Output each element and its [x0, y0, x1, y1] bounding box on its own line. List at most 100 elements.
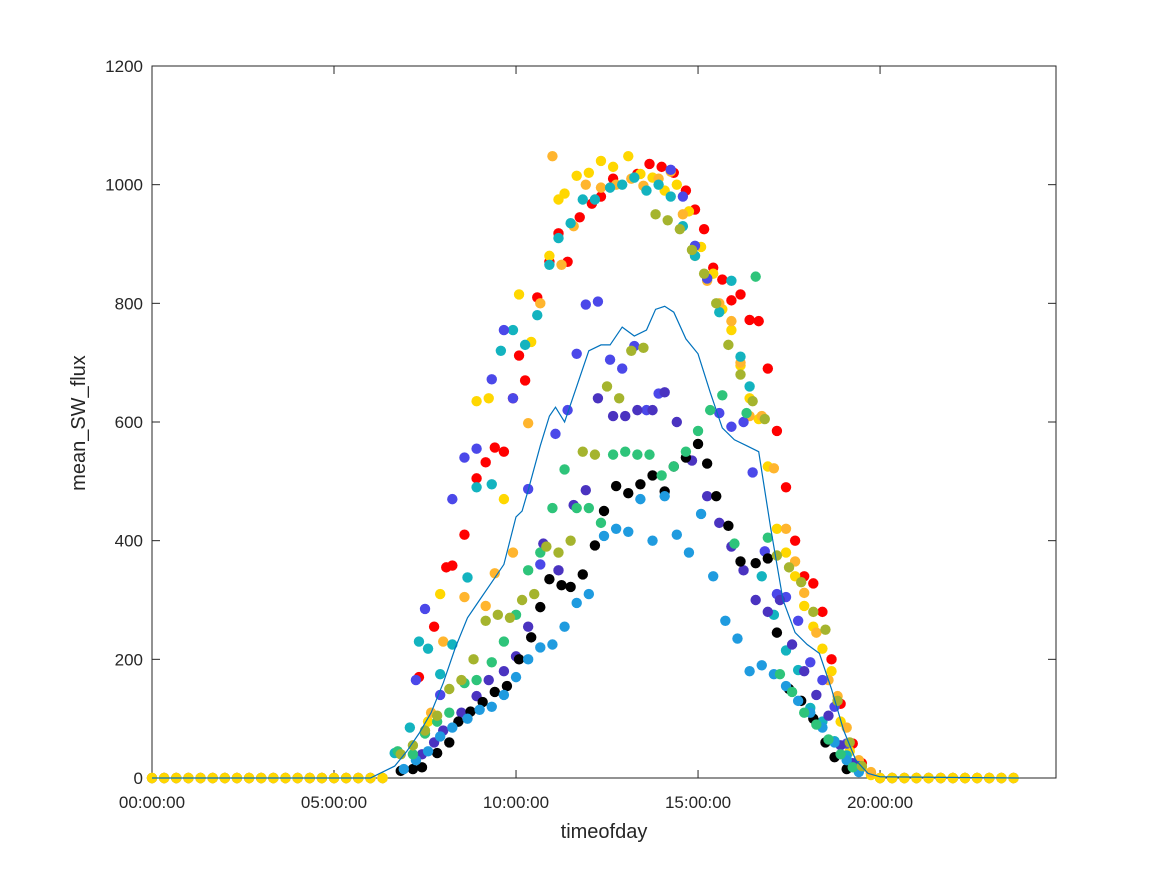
data-point-series-7	[635, 479, 646, 490]
data-point-series-5	[726, 421, 737, 432]
data-point-series-6	[799, 666, 810, 677]
data-point-series-6	[750, 594, 761, 606]
data-point-series-10	[529, 588, 540, 600]
data-point-series-9	[847, 762, 858, 773]
axes-box	[151, 65, 1057, 779]
data-point-series-9	[692, 425, 704, 437]
data-point-series-7	[771, 627, 783, 638]
data-point-series-8	[462, 713, 473, 724]
data-point-series-2	[817, 643, 828, 654]
data-point-series-6	[498, 666, 510, 677]
data-point-series-3	[438, 636, 449, 647]
data-point-series-1	[489, 442, 500, 453]
data-point-series-1	[789, 535, 801, 546]
data-point-series-1	[735, 289, 746, 300]
data-point-series-3	[595, 182, 607, 193]
data-point-series-10	[711, 298, 722, 309]
data-point-series-4	[577, 194, 588, 205]
y-tick-label: 200	[115, 650, 143, 669]
y-axis-label: mean_SW_flux	[68, 355, 90, 491]
data-point-series-4	[462, 572, 473, 583]
data-point-series-1	[762, 363, 774, 374]
data-point-series-8	[720, 615, 731, 626]
data-point-series-8	[610, 523, 622, 534]
data-point-series-1	[428, 621, 440, 632]
data-point-series-9	[620, 446, 631, 457]
data-point-series-4	[404, 722, 416, 733]
data-point-series-9	[656, 470, 667, 481]
data-point-series-6	[592, 393, 604, 404]
data-point-series-8	[671, 529, 683, 540]
data-point-series-6	[762, 606, 774, 618]
data-point-series-8	[583, 588, 595, 600]
data-point-series-10	[674, 223, 686, 235]
data-point-series-7	[598, 505, 610, 517]
data-point-series-10	[444, 683, 455, 695]
data-point-series-7	[565, 581, 576, 593]
data-point-series-2	[771, 523, 783, 534]
data-point-series-8	[559, 621, 570, 632]
y-tick-label: 0	[134, 769, 143, 788]
plot-area: 0 200 400 600 800 1000 1200 00:00:00 05:00:00 10:…	[105, 57, 1057, 812]
data-point-series-9	[571, 502, 582, 514]
data-point-series-6	[659, 387, 670, 398]
data-point-series-4	[629, 172, 640, 183]
baseline-point	[874, 772, 886, 784]
data-point-series-3	[799, 587, 810, 599]
x-tick-label: 00:00:00	[119, 793, 185, 812]
data-point-series-10	[638, 342, 649, 354]
data-point-series-7	[577, 569, 588, 580]
data-point-series-9	[811, 719, 822, 730]
data-point-series-9	[486, 657, 497, 668]
data-point-series-5	[550, 428, 561, 440]
data-point-series-9	[583, 502, 595, 514]
data-point-series-5	[604, 354, 616, 365]
data-point-series-3	[580, 179, 591, 190]
data-point-series-4	[486, 479, 497, 490]
data-point-series-6	[580, 485, 591, 496]
data-point-series-1	[447, 560, 458, 571]
data-point-series-5	[677, 191, 689, 202]
data-point-series-8	[647, 535, 658, 546]
baseline-point	[886, 772, 898, 784]
data-point-series-1	[717, 274, 728, 285]
data-point-series-7	[556, 579, 567, 591]
data-point-series-10	[650, 209, 661, 220]
data-point-series-10	[565, 535, 576, 546]
y-tick-label: 800	[115, 294, 143, 313]
data-point-series-1	[459, 529, 470, 540]
data-point-series-4	[604, 182, 616, 193]
data-point-series-9	[704, 404, 716, 416]
data-point-series-5	[571, 348, 582, 359]
data-point-series-10	[480, 615, 491, 626]
x-tick-label: 10:00:00	[483, 793, 549, 812]
data-point-series-7	[416, 762, 428, 773]
data-point-series-2	[434, 588, 446, 600]
data-point-series-10	[541, 541, 552, 552]
data-point-series-6	[632, 404, 643, 416]
data-point-series-4	[641, 185, 652, 196]
data-point-series-1	[480, 457, 491, 468]
data-point-series-2	[583, 167, 595, 178]
data-point-series-9	[607, 449, 619, 460]
data-point-series-10	[492, 609, 504, 621]
data-point-series-3	[489, 568, 500, 579]
data-point-series-7	[762, 553, 774, 564]
data-point-series-5	[486, 374, 497, 385]
data-point-series-6	[483, 674, 494, 686]
data-point-series-8	[535, 642, 546, 653]
data-point-series-5	[665, 164, 676, 176]
baseline-point	[899, 772, 910, 784]
data-point-series-1	[656, 161, 667, 173]
baseline-point	[923, 772, 934, 784]
data-point-series-8	[398, 763, 409, 775]
data-point-series-4	[665, 191, 676, 202]
data-point-series-8	[486, 701, 497, 712]
data-point-series-8	[732, 633, 743, 644]
data-point-series-8	[744, 666, 755, 677]
data-point-series-6	[647, 404, 658, 416]
data-point-series-7	[407, 763, 419, 775]
data-point-series-1	[513, 350, 525, 361]
data-point-series-7	[610, 480, 622, 492]
data-point-series-7	[513, 654, 525, 665]
